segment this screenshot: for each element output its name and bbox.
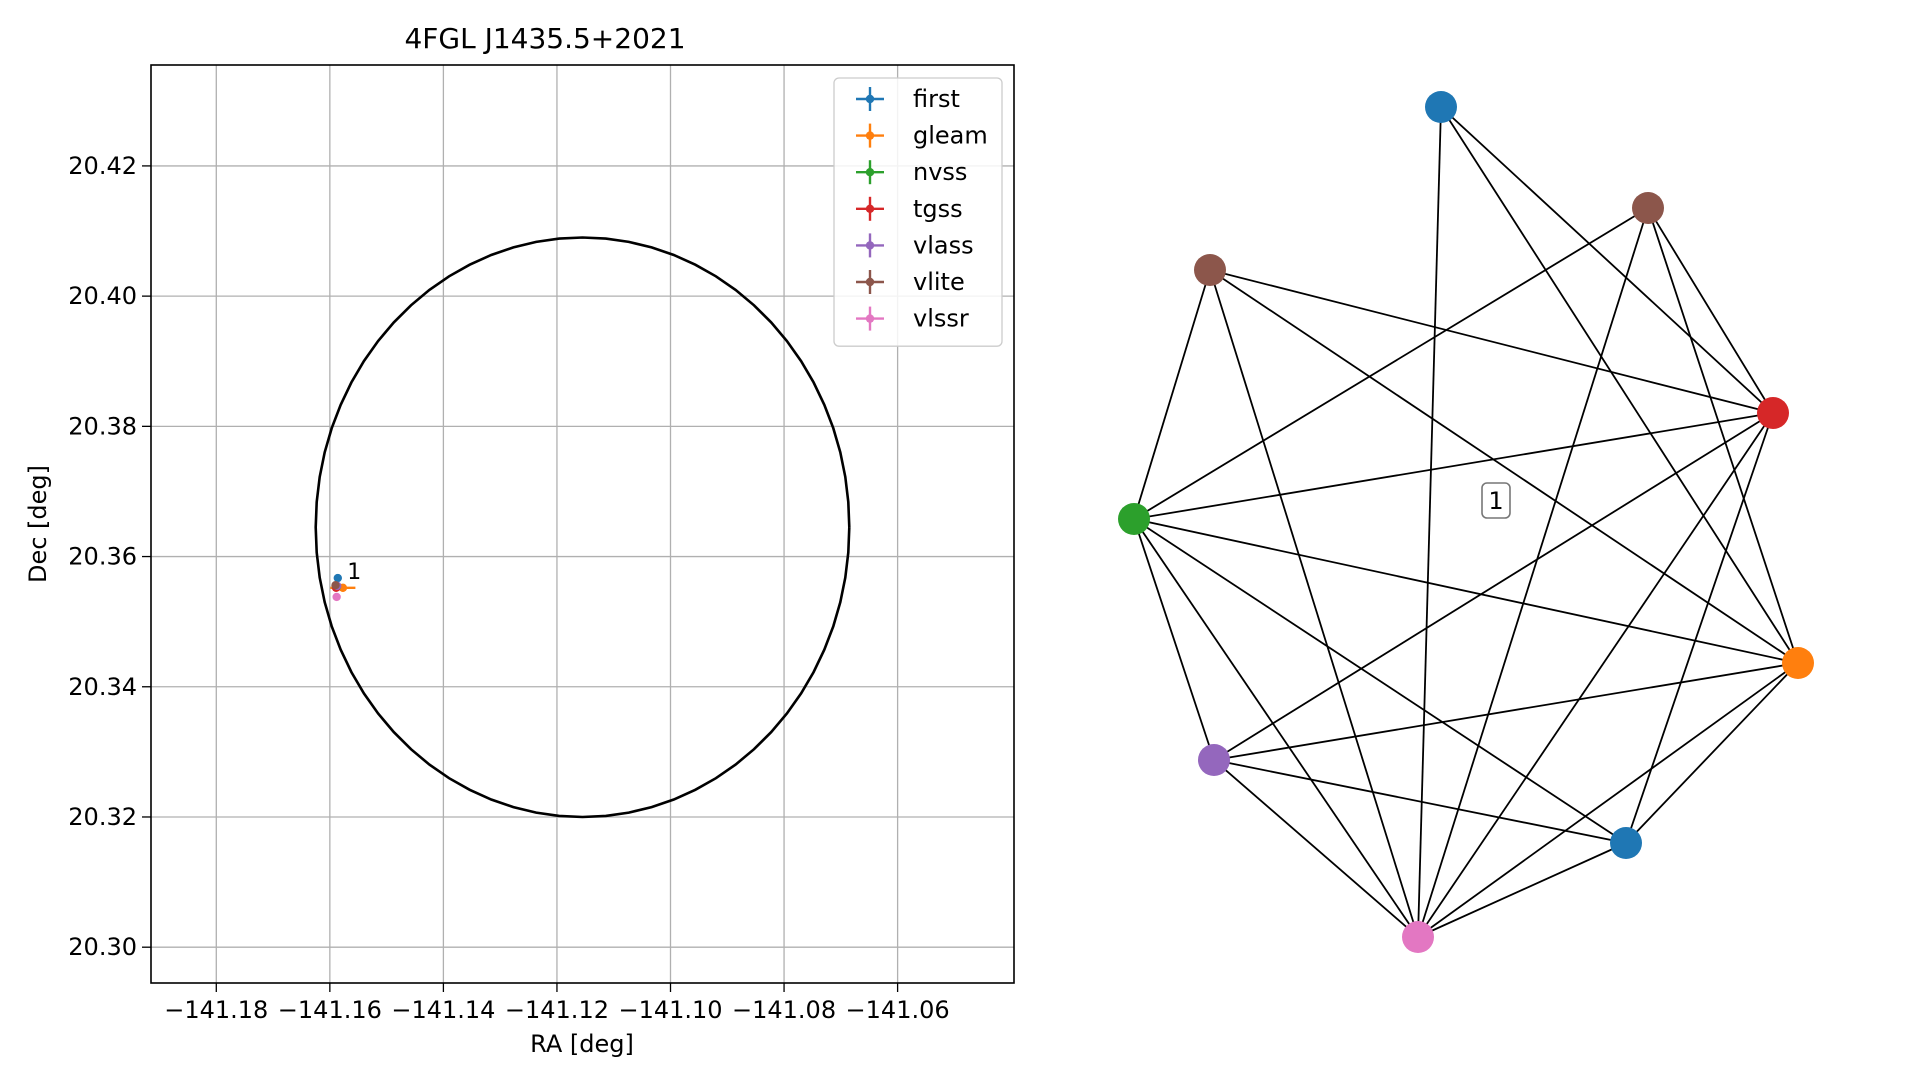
y-axis-label: Dec [deg] (24, 465, 52, 583)
graph-edge (1213, 662, 1799, 761)
legend-label: vlssr (913, 305, 969, 333)
graph-edge (1440, 106, 1799, 664)
legend-label: vlite (913, 268, 965, 296)
x-tick-label: −141.16 (278, 996, 382, 1024)
legend-item-first: first (856, 85, 960, 113)
graph-node (1194, 254, 1226, 286)
legend-label: first (913, 85, 960, 113)
x-tick-label: −141.08 (732, 996, 836, 1024)
point-annotation: 1 (347, 560, 361, 585)
graph-edge (1213, 759, 1627, 844)
graph-edge (1213, 759, 1419, 938)
x-tick-label: −141.14 (391, 996, 495, 1024)
graph-node (1425, 91, 1457, 123)
graph-node (1402, 921, 1434, 953)
plot-frame (150, 64, 1015, 984)
graph-edge (1417, 106, 1442, 938)
graph-edge (1647, 207, 1799, 664)
graph-edge (1625, 412, 1774, 844)
graph-edge (1133, 269, 1211, 520)
x-tick-label: −141.06 (846, 996, 950, 1024)
graph-edge (1133, 518, 1799, 664)
graph-edge (1440, 106, 1774, 414)
y-tick-label: 20.42 (68, 152, 137, 180)
localization-ellipse (314, 236, 851, 819)
graph-nodes-layer (1118, 91, 1814, 953)
y-tick-label: 20.36 (68, 543, 137, 571)
y-axis-ticks: 20.30 20.32 20.34 20.36 20.38 20.40 20.42 (68, 152, 151, 961)
x-axis-ticks: −141.18 −141.16 −141.14 −141.12 −141.10 −141.… (164, 983, 950, 1024)
graph-edge (1209, 269, 1799, 664)
graph-edge (1133, 412, 1774, 520)
x-tick-label: −141.12 (505, 996, 609, 1024)
graph-edge (1417, 207, 1649, 938)
legend-item-nvss: nvss (856, 158, 967, 186)
graph-edge (1213, 412, 1774, 761)
source-points-layer: 1 (330, 560, 361, 602)
legend-item-tgss: tgss (856, 195, 963, 223)
graph-edge (1417, 662, 1799, 938)
y-tick-label: 20.30 (68, 933, 137, 961)
legend-item-vlite: vlite (856, 268, 965, 296)
graph-edge (1133, 207, 1649, 520)
graph-node (1782, 647, 1814, 679)
graph-label: 1 (1488, 487, 1503, 515)
grid-lines (151, 65, 1014, 983)
legend-box (833, 77, 1003, 347)
y-tick-label: 20.38 (68, 412, 137, 440)
y-tick-label: 20.34 (68, 673, 137, 701)
graph-node (1757, 397, 1789, 429)
legend: first gleam nvss tgss vlass vlite vlssr (833, 77, 1003, 347)
legend-label: vlass (913, 231, 974, 259)
legend-label: gleam (913, 122, 988, 150)
legend-item-vlssr: vlssr (856, 305, 969, 333)
graph-edge (1417, 842, 1627, 938)
graph-edge (1625, 662, 1799, 844)
graph-edges-layer (1133, 106, 1799, 938)
x-axis-label: RA [deg] (530, 1030, 634, 1058)
legend-label: nvss (913, 158, 967, 186)
graph-edge (1133, 518, 1627, 844)
y-tick-label: 20.40 (68, 282, 137, 310)
legend-item-vlass: vlass (856, 231, 974, 259)
graph-label-box (1481, 482, 1511, 519)
graph-node (1198, 744, 1230, 776)
graph-edge (1133, 518, 1419, 938)
graph-edge (1417, 412, 1774, 938)
source-point-vlite (331, 581, 340, 590)
graph-edge (1647, 207, 1774, 414)
error-ellipse-layer (314, 236, 851, 819)
position-plot: 4FGL J1435.5+2021 1 −141.18 −141.16 −141.1… (24, 22, 1015, 1058)
graph-edge (1133, 518, 1215, 761)
graph-edge (1209, 269, 1774, 414)
association-graph: 1 (1118, 91, 1814, 953)
x-tick-label: −141.18 (164, 996, 268, 1024)
y-tick-label: 20.32 (68, 803, 137, 831)
legend-label: tgss (913, 195, 963, 223)
legend-item-gleam: gleam (856, 122, 988, 150)
source-point-first (333, 573, 342, 583)
source-point-vlssr (332, 592, 341, 602)
x-tick-label: −141.10 (618, 996, 722, 1024)
graph-node (1118, 503, 1150, 535)
graph-edge (1209, 269, 1419, 938)
plot-title: 4FGL J1435.5+2021 (404, 22, 685, 55)
graph-node (1610, 827, 1642, 859)
graph-node (1632, 192, 1664, 224)
